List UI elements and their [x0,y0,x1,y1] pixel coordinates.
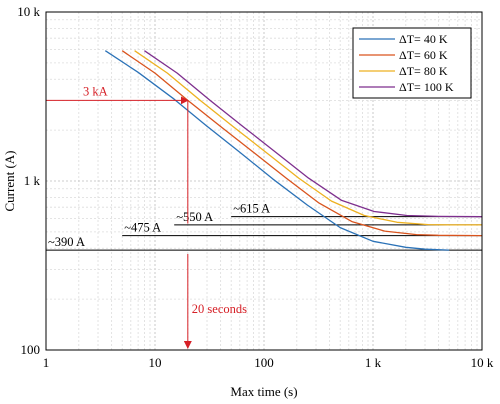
reference-line-label: ~550 A [176,210,213,224]
series-line [134,50,482,226]
legend-entry: ΔT= 100 K [399,80,454,94]
y-axis-label: Current (A) [2,150,17,211]
series-line [144,50,483,218]
reference-line-label: ~475 A [124,221,161,235]
legend-box [352,27,472,99]
y-tick-label: 10 k [17,4,40,19]
x-tick-label: 10 k [471,355,494,370]
tick-labels: 1 10 100 1 k 10 k 100 1 k 10 k [17,4,494,370]
plot-frame [45,11,483,351]
reference-line-label: ~615 A [233,202,270,216]
y-tick-label: 100 [21,342,41,357]
series-line [104,50,450,251]
x-tick-label: 10 [149,355,162,370]
reference-lines: ~390 A ~475 A ~550 A ~615 A [46,202,482,251]
time-arrow-label: 20 seconds [192,302,247,316]
grid [46,12,482,350]
x-tick-label: 1 k [365,355,382,370]
series-line [121,50,483,237]
series-lines [104,50,483,251]
legend: ΔT= 40 K ΔT= 60 K ΔT= 80 K ΔT= 100 K [352,27,472,99]
x-axis-label: Max time (s) [230,384,297,399]
annotations: 3 kA 20 seconds [46,84,247,349]
legend-entry: ΔT= 40 K [399,32,448,46]
legend-entry: ΔT= 60 K [399,48,448,62]
reference-line-label: ~390 A [48,235,85,249]
legend-entry: ΔT= 80 K [399,64,448,78]
current-arrow-label: 3 kA [83,84,108,98]
x-tick-label: 1 [43,355,50,370]
y-tick-label: 1 k [24,173,41,188]
x-tick-label: 100 [254,355,274,370]
